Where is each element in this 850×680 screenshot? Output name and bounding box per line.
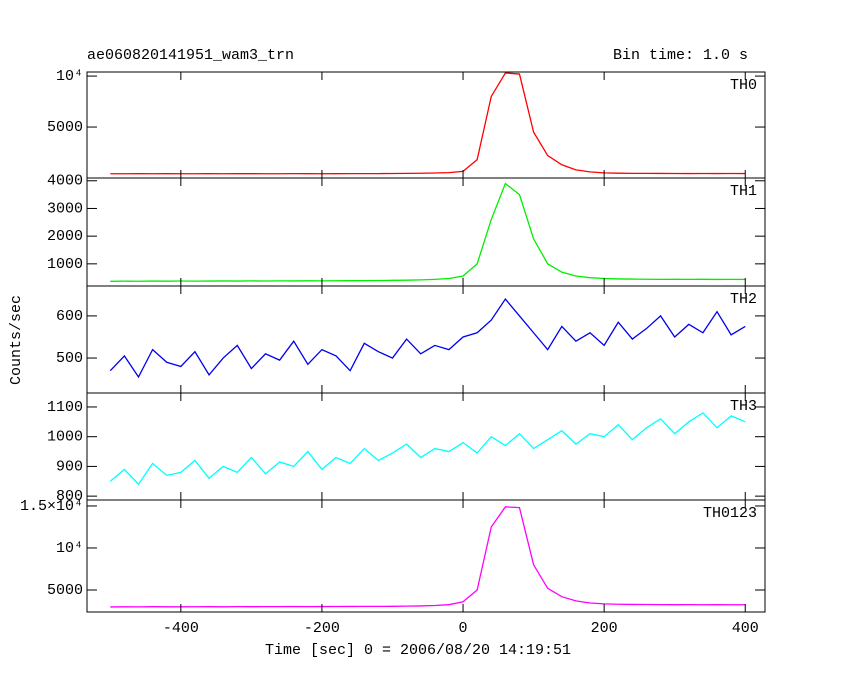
y-tick-label: 800 [56,488,83,505]
series-label: TH1 [730,183,757,200]
data-line [110,72,746,175]
data-line [110,182,746,282]
y-tick-label: 2000 [47,228,83,245]
chart-title: ae060820141951_wam3_trn [87,47,294,64]
data-line [110,506,746,608]
panel-frame [86,499,766,613]
panel-frame [86,285,766,394]
y-axis-label: Counts/sec [8,295,25,385]
x-tick-label: 0 [459,620,468,637]
y-tick-label: 4000 [47,173,83,190]
series-label: TH0123 [703,505,757,522]
panel-frame [86,71,766,179]
panel-frame [86,392,766,501]
y-tick-label: 10⁴ [56,68,83,85]
y-tick-label: 900 [56,458,83,475]
y-tick-label: 1.5×10⁴ [20,498,83,515]
x-axis-label: Time [sec] 0 = 2006/08/20 14:19:51 [265,642,571,659]
y-tick-label: 1000 [47,256,83,273]
chart-subtitle: Bin time: 1.0 s [613,47,748,64]
data-line [109,412,746,486]
y-tick-label: 500 [56,350,83,367]
y-tick-label: 1000 [47,429,83,446]
series-label: TH3 [730,398,757,415]
series-label: TH0 [730,77,757,94]
x-tick-label: -400 [163,620,199,637]
y-tick-label: 1100 [47,399,83,416]
panel-frame [86,177,766,287]
y-tick-label: 3000 [47,200,83,217]
y-tick-label: 10⁴ [56,540,83,557]
y-tick-label: 5000 [47,119,83,136]
series-label: TH2 [730,291,757,308]
y-tick-label: 600 [56,308,83,325]
y-tick-label: 5000 [47,582,83,599]
x-tick-label: 400 [732,620,759,637]
x-tick-label: 200 [591,620,618,637]
data-line [109,297,746,379]
x-tick-label: -200 [304,620,340,637]
